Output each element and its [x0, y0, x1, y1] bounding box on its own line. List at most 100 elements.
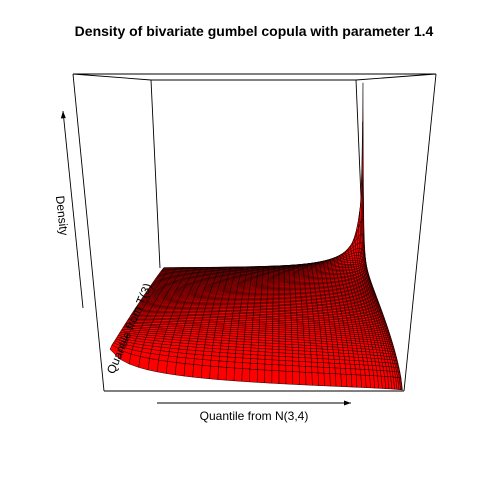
surface-facet: [322, 351, 329, 356]
surface-facet: [147, 358, 159, 373]
surface-facet: [292, 356, 300, 362]
surface-facet: [292, 371, 300, 385]
surface-facet: [226, 361, 236, 369]
surface-facet: [291, 350, 299, 355]
surface-facet: [334, 363, 341, 369]
surface-facet: [310, 357, 318, 363]
surface-facet: [339, 359, 346, 365]
surface-facet: [338, 352, 345, 357]
surface-facet: [298, 365, 306, 373]
surface-facet: [285, 360, 293, 366]
surface-facet: [249, 358, 259, 364]
surface-facet: [327, 352, 335, 357]
surface-facet: [271, 355, 280, 361]
front-box-edges: [72, 73, 437, 392]
surface-facet: [128, 353, 141, 368]
box-edge-top-right: [355, 73, 437, 81]
surface-facet: [285, 365, 293, 372]
surface-facet: [174, 362, 186, 377]
surface-facet: [192, 364, 203, 379]
surface-facet: [156, 359, 168, 374]
surface-facet: [333, 359, 341, 364]
surface-facet: [328, 362, 336, 369]
surface-facet: [285, 371, 294, 385]
surface-facet: [299, 371, 307, 386]
surface-facet: [193, 358, 204, 366]
surface-facet: [242, 357, 251, 364]
surface-facet: [257, 358, 266, 365]
surface-facet: [344, 363, 351, 370]
box-edge-front-right: [403, 73, 437, 392]
surface-facet: [310, 351, 318, 356]
surface-facet: [250, 354, 259, 360]
surface-facet: [317, 362, 324, 368]
surface-facet: [311, 372, 319, 386]
surface-facet: [305, 361, 312, 367]
surface-facet: [328, 355, 335, 360]
surface-facet: [317, 366, 325, 374]
surface-facet: [256, 369, 266, 384]
surface-facet: [305, 366, 313, 373]
surface-facet: [138, 356, 150, 371]
surface-facet: [304, 354, 312, 359]
surface-facet: [242, 362, 251, 370]
surface-facet: [353, 353, 359, 358]
surface-facet: [298, 353, 306, 359]
surface-facet: [354, 360, 360, 365]
surface-facet: [323, 367, 331, 374]
surface-facet: [218, 356, 228, 362]
surface-facet: [310, 354, 318, 359]
surface-facet: [329, 373, 337, 387]
surface-facet: [271, 370, 280, 384]
surface-facet: [345, 368, 352, 375]
surface-facet: [249, 362, 258, 370]
surface-facet: [343, 356, 350, 361]
surface-facet: [264, 359, 273, 365]
surface-facet: [362, 82, 364, 183]
surface-facet: [305, 372, 313, 386]
surface-facet: [271, 359, 280, 366]
surface-facet: [316, 354, 324, 360]
surface-facet: [323, 362, 330, 368]
surface-facet: [335, 373, 342, 387]
surface-facet: [183, 363, 194, 378]
surface-facet: [257, 354, 266, 360]
surface-facet: [340, 368, 347, 375]
surface-facet: [292, 365, 300, 373]
surface-facet: [249, 368, 258, 383]
surface-facet: [353, 356, 360, 362]
surface-facet: [316, 351, 323, 356]
x-axis-arrowhead: [344, 400, 351, 406]
surface-facet: [344, 359, 351, 365]
surface-facet: [298, 350, 306, 355]
surface-facet: [334, 367, 342, 375]
surface-facet: [278, 370, 287, 385]
surface-facet: [209, 365, 219, 380]
back-box-edges: [72, 73, 437, 269]
surface-facet: [285, 356, 293, 362]
surface-facet: [348, 353, 355, 358]
surface-facet: [278, 356, 287, 361]
surface-facet: [322, 358, 330, 364]
surface-facet: [292, 353, 300, 358]
surface-facet: [400, 377, 403, 391]
surface-facet: [354, 364, 361, 370]
surface-facet: [226, 356, 236, 363]
chart-title: Density of bivariate gumbel copula with …: [75, 23, 434, 39]
surface-facet: [333, 355, 340, 360]
surface-facet: [241, 368, 251, 383]
surface-facet: [311, 361, 319, 368]
surface-facet: [233, 367, 243, 382]
box-edge-back-left: [150, 79, 161, 269]
surface-facet: [242, 353, 251, 359]
surface-facet: [264, 363, 273, 371]
surface-facet: [271, 352, 280, 357]
surface-facet: [278, 352, 286, 357]
surface-facet: [323, 373, 331, 387]
surface-facet: [201, 359, 212, 367]
surface-facet: [298, 361, 306, 367]
surface-facet: [257, 363, 266, 371]
surface-facet: [348, 356, 355, 361]
surface-facet: [304, 350, 312, 355]
